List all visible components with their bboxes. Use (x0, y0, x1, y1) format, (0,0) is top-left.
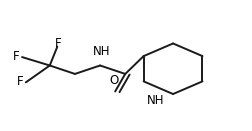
Text: NH: NH (146, 94, 164, 107)
Text: O: O (109, 74, 118, 87)
Text: NH: NH (92, 45, 110, 58)
Text: F: F (55, 37, 62, 50)
Text: F: F (17, 75, 23, 88)
Text: F: F (13, 50, 20, 63)
